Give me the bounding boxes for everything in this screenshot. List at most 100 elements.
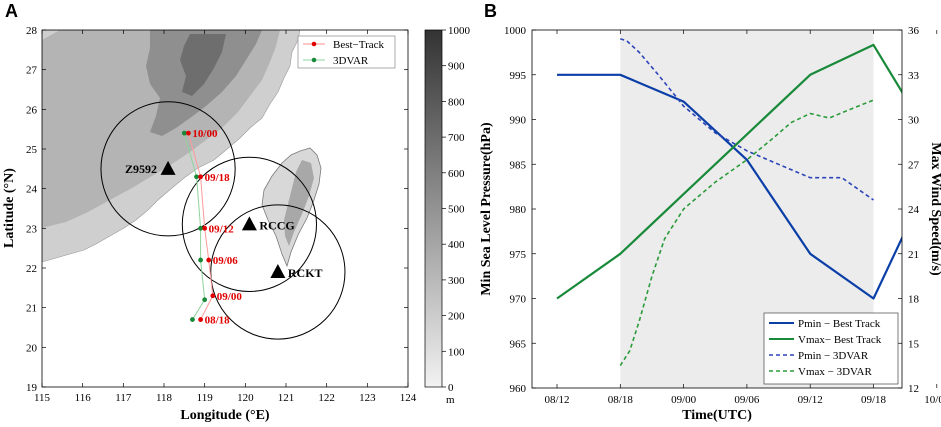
y2-tick-label-b: 30 — [908, 115, 920, 127]
3dvar-point — [190, 317, 195, 322]
colorbar-tick-label: 300 — [448, 275, 465, 287]
best-track-point — [186, 130, 191, 136]
range-circle — [100, 101, 236, 237]
taiwan-terrain-high — [284, 160, 314, 246]
colorbar-tick-label: 700 — [448, 132, 465, 144]
x-axis-label-b: Time(UTC) — [682, 408, 752, 423]
colorbar-tick-label: 100 — [448, 346, 465, 358]
panel-a-label: A — [5, 1, 18, 21]
colorbar-tick-label: 1000 — [448, 25, 471, 37]
best-track-time-label: 10/00 — [192, 128, 218, 140]
y-tick-label-a: 20 — [26, 342, 38, 354]
legend-vmax-3dvar: Vmax − 3DVAR — [798, 366, 872, 378]
series-line-3 — [619, 99, 874, 367]
y-tick-label-a: 22 — [26, 263, 37, 275]
y2-tick-label-b: 18 — [908, 294, 920, 306]
best-track-point — [198, 317, 204, 322]
y2-tick-label-b: 24 — [908, 204, 920, 216]
y-tick-label-b: 970 — [510, 294, 527, 306]
y-tick-label-a: 27 — [26, 65, 38, 77]
x-tick-label-a: 117 — [115, 392, 132, 404]
legend-vmax-best: Vmax− Best Track — [798, 334, 882, 346]
legend-3dvar: 3DVAR — [333, 55, 369, 67]
mainland-terrain-peaks — [180, 34, 226, 96]
best-track-point — [198, 174, 204, 180]
station-label: RCCG — [259, 218, 294, 232]
y-tick-label-a: 28 — [26, 25, 38, 37]
colorbar-tick-label: 400 — [448, 239, 465, 251]
y-axis-label-a: Latitude (°N) — [2, 168, 17, 248]
station-label: Z9592 — [125, 162, 157, 176]
colorbar-ticks: 0 100 200 300 400 500 600 700 800 900 1000 — [442, 25, 471, 394]
x-tick-label-a: 118 — [156, 392, 173, 404]
x-tick-label-b: 09/18 — [861, 394, 887, 406]
series-line-1 — [556, 43, 902, 300]
y-tick-label-a: 23 — [26, 223, 38, 235]
colorbar-unit: m — [446, 394, 455, 406]
colorbar-tick-label: 800 — [448, 96, 465, 108]
legend-best-track: Best−Track — [333, 39, 385, 51]
best-track-time-label: 09/18 — [205, 172, 231, 184]
y2-axis-label-b: Max Wind Speed(m/s) — [928, 142, 941, 276]
y-tick-label-b: 990 — [510, 115, 527, 127]
y-tick-label-b: 965 — [510, 338, 527, 350]
x-tick-label-b: 09/12 — [798, 394, 823, 406]
x-tick-label-b: 08/18 — [608, 394, 634, 406]
y2-tick-label-b: 12 — [908, 383, 919, 395]
y2-tick-label-b: 33 — [908, 70, 920, 82]
colorbar-tick-label: 500 — [448, 204, 465, 216]
y-tick-label-b: 995 — [510, 70, 527, 82]
y-tick-label-a: 25 — [26, 144, 38, 156]
colorbar — [424, 29, 443, 388]
map-marks: 08/18 09/00 09/06 09/12 09/18 10/00 Z9592 RCCG R… — [100, 101, 346, 340]
axes-b-ticks: 08/12 08/18 09/00 09/06 09/12 09/18 10/00 960 96… — [504, 25, 941, 406]
station-marker-z9592 — [160, 160, 176, 175]
x-tick-label-a: 124 — [400, 392, 417, 404]
y-tick-label-b: 985 — [510, 159, 527, 171]
3dvar-point — [198, 257, 204, 263]
3dvar-point — [194, 174, 199, 180]
axes-a-frame — [41, 29, 409, 388]
best-track-point — [206, 257, 212, 263]
series-lines — [556, 38, 902, 367]
3dvar-point — [198, 225, 204, 231]
y2-tick-label-b: 21 — [908, 249, 919, 261]
series-line-2 — [620, 38, 874, 201]
colorbar-tick-label: 600 — [448, 168, 465, 180]
best-track-line — [187, 132, 214, 320]
y-tick-label-b: 975 — [510, 249, 527, 261]
y-tick-label-b: 960 — [510, 383, 527, 395]
x-axis-label-a: Longitude (°E) — [180, 408, 270, 423]
best-track-time-label: 08/18 — [205, 315, 231, 327]
3dvar-point — [181, 130, 187, 136]
y2-tick-label-b: 36 — [908, 25, 920, 37]
best-track-point — [202, 225, 208, 231]
range-circle — [210, 204, 346, 340]
3dvar-point — [202, 297, 208, 303]
legend-pmin-best: Pmin − Best Track — [798, 318, 881, 330]
x-tick-label-a: 115 — [34, 392, 51, 404]
y-tick-label-a: 19 — [26, 382, 38, 394]
legend-b: Pmin − Best Track Vmax− Best Track Pmin … — [763, 312, 899, 385]
x-tick-label-a: 122 — [318, 392, 335, 404]
best-track-time-label: 09/06 — [213, 255, 239, 267]
x-tick-label-a: 116 — [75, 392, 92, 404]
x-tick-label-b: 10/00 — [924, 394, 941, 406]
legend-pmin-3dvar: Pmin − 3DVAR — [798, 350, 869, 362]
panel-b-label: B — [484, 1, 497, 21]
x-tick-label-b: 09/06 — [734, 394, 760, 406]
y-tick-label-b: 980 — [510, 204, 527, 216]
y-tick-label-a: 24 — [26, 184, 38, 196]
colorbar-tick-label: 200 — [448, 311, 465, 323]
y-tick-label-a: 21 — [26, 303, 37, 315]
y-tick-label-b: 1000 — [504, 25, 527, 37]
y-tick-label-a: 26 — [26, 104, 38, 116]
best-track-time-label: 09/12 — [209, 223, 235, 235]
legend-a: Best−Track 3DVAR — [297, 35, 396, 69]
colorbar-tick-label: 0 — [448, 382, 454, 394]
station-label: RCKT — [288, 266, 323, 280]
y2-tick-label-b: 27 — [908, 159, 920, 171]
x-tick-label-a: 123 — [359, 392, 376, 404]
range-circle — [181, 156, 317, 292]
